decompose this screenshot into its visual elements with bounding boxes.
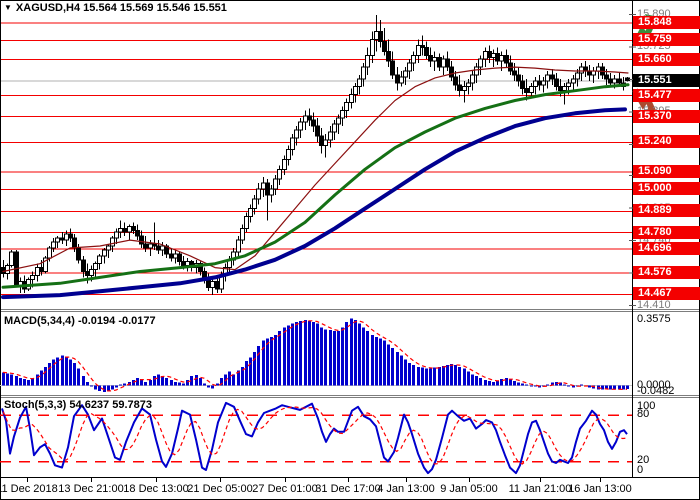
time-axis-label: 11 Jan 21:00 <box>508 483 572 495</box>
macd-axis-label: 0.0000 <box>637 379 671 391</box>
time-axis-label: 16 Jan 13:00 <box>568 483 632 495</box>
symbol-timeframe-label: XAGUSD,H4 <box>15 2 81 14</box>
time-axis-label: 13 Dec 21:00 <box>58 483 124 495</box>
ma-slow <box>1 107 627 300</box>
price-scale-tick: 14.410 <box>637 298 671 311</box>
stoch-axis-label: 0 <box>637 464 644 476</box>
price-level-label: 15.477 <box>633 88 700 102</box>
price-level-label: 15.240 <box>633 135 700 149</box>
time-axis-label: 4 Jan 13:00 <box>377 483 435 495</box>
stoch-d-line <box>2 406 628 465</box>
ma-fast <box>2 66 629 273</box>
time-axis-label: 11 Dec 2018 <box>0 483 58 495</box>
stoch-label: Stoch(5,3,3) 54.6237 59.7873 <box>4 399 152 411</box>
time-axis-label: 27 Dec 01:00 <box>252 483 318 495</box>
price-level-lines <box>0 22 632 295</box>
price-level-label: 14.889 <box>633 204 700 218</box>
time-axis-label: 18 Dec 13:00 <box>123 483 189 495</box>
macd-axis-label: 0.3575 <box>637 313 671 325</box>
price-level-label: 15.759 <box>633 33 700 47</box>
macd-label: MACD(5,34,4) -0.0194 -0.0177 <box>4 315 156 327</box>
price-level-label: 15.848 <box>633 15 700 29</box>
macd-axis-label: -0.0482 <box>637 385 675 397</box>
price-level-label: 15.660 <box>633 52 700 66</box>
price-level-label: 14.576 <box>633 265 700 279</box>
chart-title: ▼ XAGUSD,H4 15.564 15.569 15.546 15.551 <box>4 2 227 14</box>
time-axis-label: 31 Dec 17:00 <box>315 483 381 495</box>
collapse-triangle-icon[interactable]: ▼ <box>4 3 12 12</box>
price-level-label: 14.780 <box>633 225 700 239</box>
price-level-label: 15.370 <box>633 109 700 123</box>
time-axis-label: 21 Dec 05:00 <box>187 483 253 495</box>
macd-signal-line <box>2 320 627 392</box>
stoch-k-line <box>1 401 628 475</box>
ma-mid <box>1 83 630 289</box>
macd-histogram <box>2 318 629 393</box>
ohlc-readout: 15.564 15.569 15.546 15.551 <box>83 2 227 14</box>
candlestick-series <box>1 14 630 296</box>
stoch-axis-label: 100 <box>637 400 656 412</box>
time-axis-label: 9 Jan 05:00 <box>440 483 498 495</box>
price-level-label: 14.696 <box>633 242 700 256</box>
price-level-label: 15.090 <box>633 164 700 178</box>
price-level-label: 14.467 <box>633 287 700 301</box>
stoch-axis-label: 20 <box>637 454 650 466</box>
price-level-label: 15.000 <box>633 182 700 196</box>
stoch-axis-label: 80 <box>637 408 650 420</box>
current-price-label: 15.551 <box>633 74 700 88</box>
